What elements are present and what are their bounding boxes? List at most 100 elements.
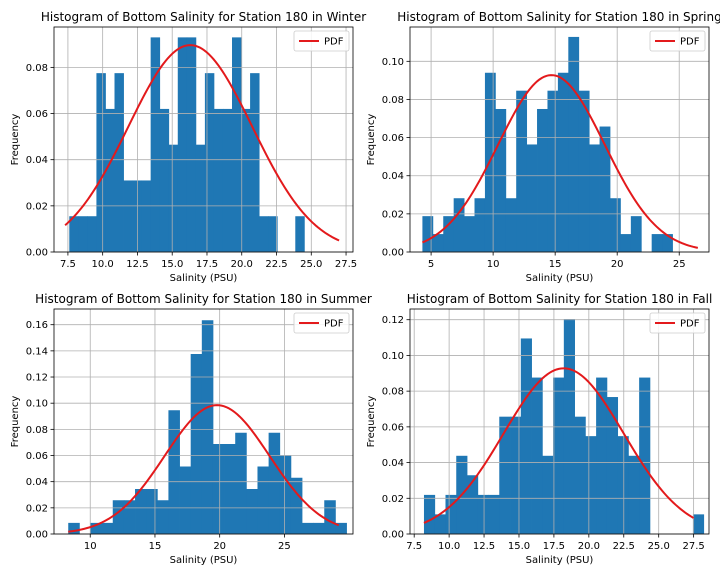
y-tick-label: 0.08 bbox=[382, 95, 404, 106]
pdf-curve bbox=[64, 44, 340, 242]
histogram-bar bbox=[335, 522, 347, 534]
chart-winter: 7.5 10.0 12.5 15.0 17.5 20.0 22.5 25.0 27.5 0.00 0… bbox=[10, 10, 366, 284]
x-tick-label: 27.5 bbox=[682, 541, 704, 552]
y-tick-label: 0.04 bbox=[382, 458, 404, 469]
y-tick-label: 0.12 bbox=[26, 373, 48, 384]
histogram-bar bbox=[212, 444, 225, 534]
x-tick-label: 7.5 bbox=[406, 541, 422, 552]
histogram-bar bbox=[112, 500, 125, 534]
histogram-bar bbox=[526, 144, 538, 252]
y-tick-label: 0.06 bbox=[26, 109, 48, 120]
histogram-bar bbox=[453, 198, 465, 252]
histogram-bars bbox=[68, 320, 347, 534]
histogram-bars bbox=[423, 319, 705, 534]
histogram-bar bbox=[630, 216, 642, 252]
histogram-bar bbox=[246, 489, 258, 534]
histogram-bar bbox=[123, 180, 133, 252]
histogram-bar bbox=[213, 108, 224, 252]
x-tick-label: 7.5 bbox=[60, 259, 76, 270]
histogram-bar bbox=[204, 73, 215, 252]
x-tick-label: 15.0 bbox=[161, 259, 183, 270]
histogram-bar bbox=[531, 377, 543, 534]
histogram-bar bbox=[135, 489, 147, 534]
x-axis-label: Salinity (PSU) bbox=[526, 273, 594, 284]
histogram-bar bbox=[467, 475, 479, 534]
histogram-bar bbox=[268, 432, 281, 534]
legend-label: PDF bbox=[680, 37, 700, 48]
grid bbox=[410, 27, 709, 253]
x-tick-label: 10.0 bbox=[92, 259, 114, 270]
x-tick-label: 20.0 bbox=[578, 541, 600, 552]
histogram-bar bbox=[510, 416, 522, 534]
histogram-bar bbox=[159, 108, 170, 252]
histogram-bar bbox=[123, 500, 136, 534]
histogram-bar bbox=[157, 500, 169, 534]
y-tick-label: 0.12 bbox=[382, 315, 404, 326]
chart-summer: 10 15 20 25 0.00 0.02 0.04 0.06 0.08 0.10 0.12 0.14… bbox=[10, 292, 372, 566]
y-tick-label: 0.02 bbox=[382, 209, 404, 220]
histogram-bar bbox=[553, 377, 565, 534]
x-tick-label: 10.0 bbox=[438, 541, 460, 552]
x-tick-label: 15 bbox=[149, 541, 162, 552]
axes-frame bbox=[409, 26, 710, 253]
y-tick-label: 0.16 bbox=[26, 320, 48, 331]
x-tick-label: 25.0 bbox=[300, 259, 322, 270]
legend: PDF bbox=[293, 30, 350, 52]
x-tick-label: 10 bbox=[487, 259, 500, 270]
histogram-bar bbox=[146, 489, 158, 534]
y-tick-label: 0.08 bbox=[26, 63, 48, 74]
histogram-bar bbox=[201, 320, 214, 534]
histogram-bar bbox=[423, 494, 436, 534]
histogram-bar bbox=[692, 514, 705, 534]
chart-spring: 5 10 15 20 25 0.00 0.02 0.04 0.06 0.08 0.10 Histogr… bbox=[366, 10, 720, 284]
histogram-bar bbox=[250, 73, 260, 252]
legend: PDF bbox=[293, 312, 350, 334]
histogram-bar bbox=[222, 108, 233, 252]
chart-title: Histogram of Bottom Salinity for Station… bbox=[397, 10, 720, 24]
x-tick-label: 17.5 bbox=[196, 259, 218, 270]
histogram-bar bbox=[68, 522, 80, 534]
histogram-bar bbox=[651, 234, 663, 252]
histogram-bar bbox=[422, 216, 434, 252]
y-tick-label: 0.04 bbox=[382, 171, 404, 182]
histogram-bar bbox=[295, 216, 305, 252]
histogram-bar bbox=[445, 494, 457, 534]
y-tick-label: 0.02 bbox=[26, 201, 48, 212]
histogram-bar bbox=[520, 338, 532, 534]
histogram-bar bbox=[257, 466, 270, 534]
chart-title: Histogram of Bottom Salinity for Station… bbox=[35, 292, 372, 306]
histogram-bar bbox=[87, 216, 97, 252]
y-tick-label: 0.02 bbox=[26, 503, 48, 514]
x-tick-label: 22.5 bbox=[265, 259, 287, 270]
histogram-bar bbox=[313, 522, 325, 534]
y-tick-label: 0.08 bbox=[382, 387, 404, 398]
histogram-bar bbox=[232, 37, 242, 252]
y-tick-label: 0.10 bbox=[26, 399, 48, 410]
y-tick-label: 0.00 bbox=[382, 530, 404, 541]
histogram-bar bbox=[259, 216, 269, 252]
x-tick-label: 25 bbox=[278, 541, 291, 552]
histogram-bar bbox=[141, 180, 152, 252]
histogram-bar bbox=[474, 198, 486, 252]
histogram-bar bbox=[596, 377, 608, 534]
histogram-bar bbox=[505, 198, 517, 252]
histogram-bar bbox=[186, 37, 197, 252]
legend: PDF bbox=[649, 30, 706, 52]
histogram-bar bbox=[168, 410, 180, 534]
histogram-bar bbox=[542, 455, 554, 534]
y-tick-label: 0.00 bbox=[26, 530, 48, 541]
histogram-bar bbox=[290, 477, 303, 534]
histogram-bar bbox=[443, 216, 455, 252]
histogram-bar bbox=[628, 455, 640, 534]
histogram-bar bbox=[150, 37, 161, 252]
histogram-bar bbox=[574, 416, 586, 534]
x-tick-label: 20.0 bbox=[231, 259, 253, 270]
histogram-bar bbox=[179, 466, 192, 534]
legend-box bbox=[649, 30, 706, 52]
histogram-bar bbox=[434, 514, 446, 534]
legend-label: PDF bbox=[324, 319, 344, 330]
legend-box bbox=[293, 30, 350, 52]
histogram-bar bbox=[177, 37, 188, 252]
histogram-bar bbox=[90, 522, 103, 534]
legend-label: PDF bbox=[324, 37, 344, 48]
